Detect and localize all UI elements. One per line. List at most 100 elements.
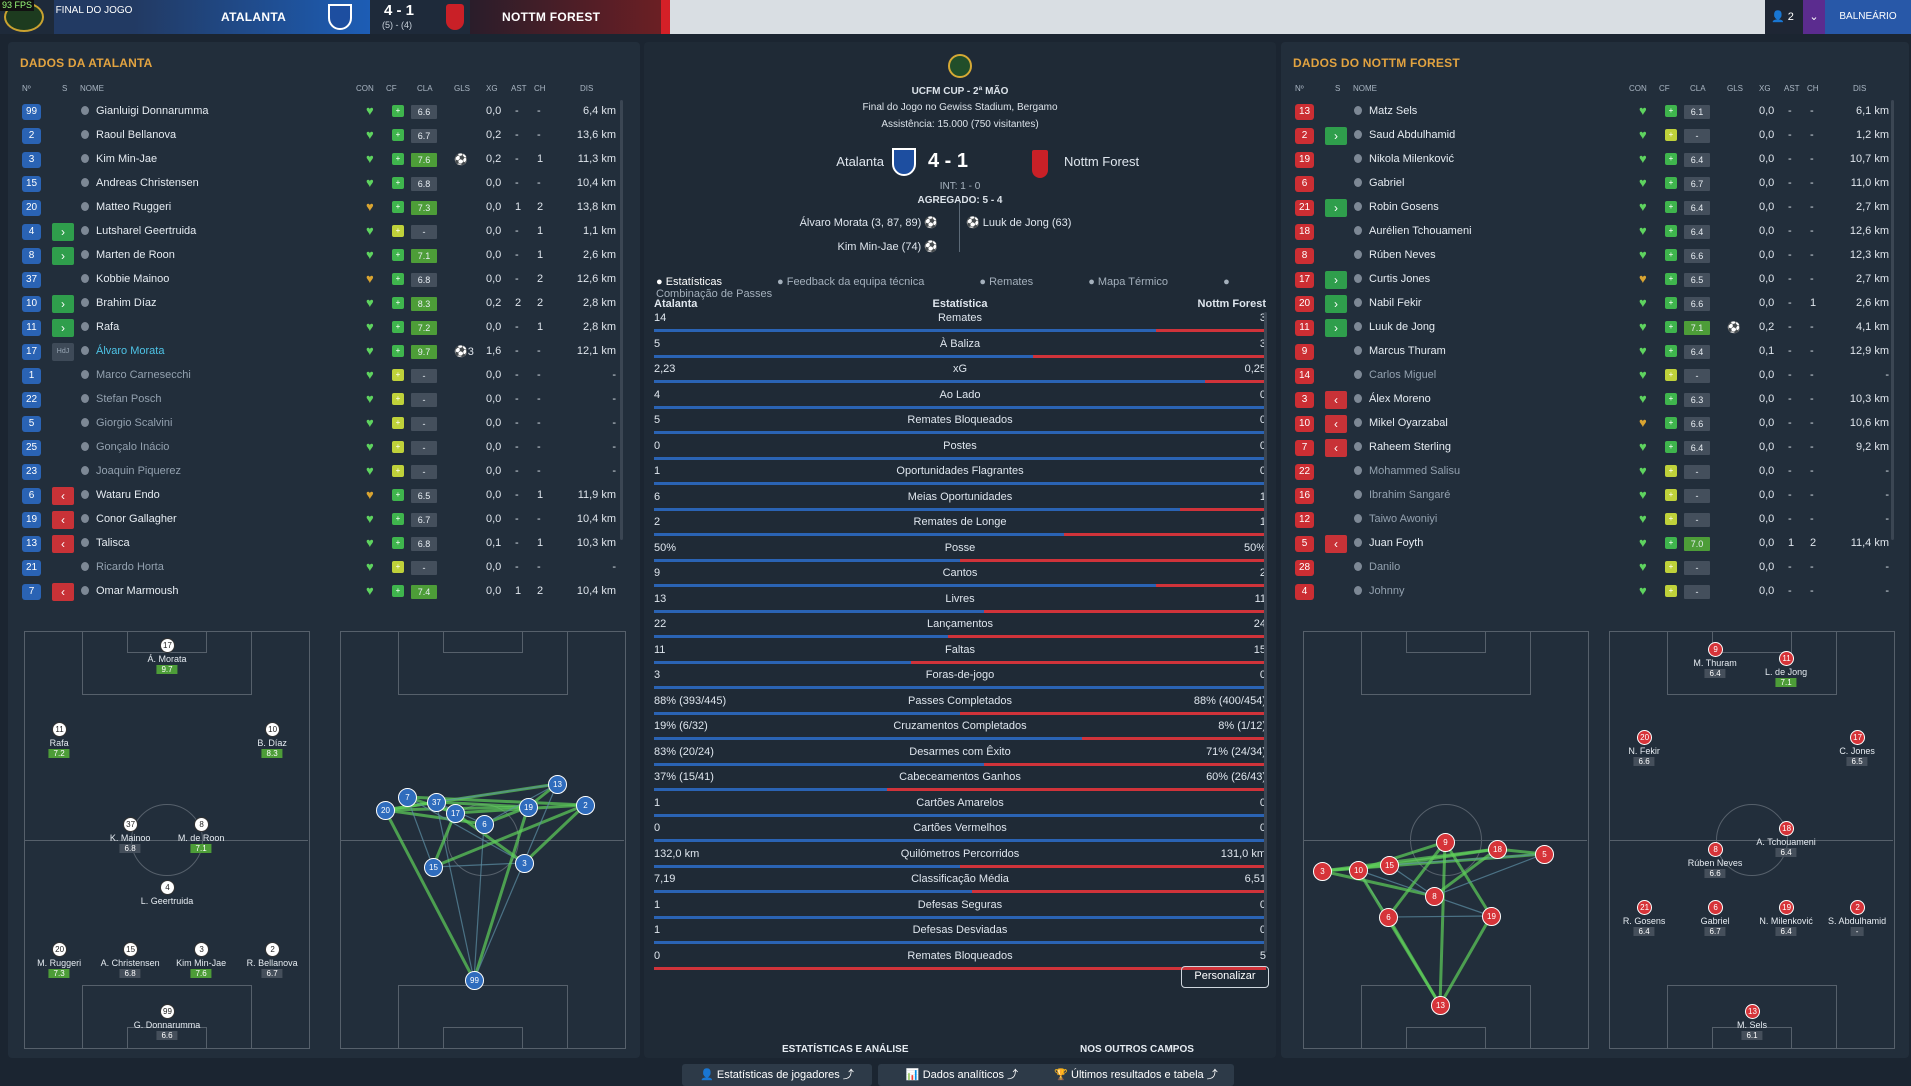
pass-node[interactable]: 17 bbox=[446, 804, 465, 823]
table-row[interactable]: 13 ‹ Talisca ♥ +6.8 0,1 - 1 10,3 km bbox=[8, 532, 640, 556]
player-name[interactable]: Ricardo Horta bbox=[96, 561, 164, 573]
table-row[interactable]: 17 › Curtis Jones ♥ +6.5 0,0 - - 2,7 km bbox=[1281, 268, 1909, 292]
player-name[interactable]: Juan Foyth bbox=[1369, 537, 1424, 549]
pass-node[interactable]: 9 bbox=[1436, 833, 1455, 852]
table-row[interactable]: 17 HdJ Álvaro Morata ♥ +9.7 ⚽3 1,6 - - 12,1 km bbox=[8, 340, 640, 364]
home-team-name[interactable]: ATALANTA bbox=[221, 10, 287, 24]
col-name[interactable]: NOME bbox=[1353, 84, 1377, 93]
player-name[interactable]: Gianluigi Donnarumma bbox=[96, 105, 209, 117]
player-name[interactable]: Nabil Fekir bbox=[1369, 297, 1422, 309]
table-row[interactable]: 5 ‹ Juan Foyth ♥ +7.0 0,0 1 2 11,4 km bbox=[1281, 532, 1909, 556]
col-gls[interactable]: GLS bbox=[1727, 84, 1744, 93]
table-row[interactable]: 6 Gabriel ♥ +6.7 0,0 - - 11,0 km bbox=[1281, 172, 1909, 196]
player-name[interactable]: Lutsharel Geertruida bbox=[96, 225, 197, 237]
pass-node[interactable]: 10 bbox=[1349, 861, 1368, 880]
pass-node[interactable]: 8 bbox=[1425, 887, 1444, 906]
user-count[interactable]: 👤 2 bbox=[1771, 11, 1794, 23]
table-row[interactable]: 19 ‹ Conor Gallagher ♥ +6.7 0,0 - - 10,4 km bbox=[8, 508, 640, 532]
pass-node[interactable]: 3 bbox=[1313, 862, 1332, 881]
col-gls[interactable]: GLS bbox=[454, 84, 471, 93]
table-row[interactable]: 14 Carlos Miguel ♥ + -0,0- - - bbox=[1281, 364, 1909, 388]
pass-node[interactable]: 13 bbox=[548, 775, 567, 794]
player-name[interactable]: Raoul Bellanova bbox=[96, 129, 177, 141]
table-row[interactable]: 22 Stefan Posch ♥ + -0,0- - - bbox=[8, 388, 640, 412]
player-name[interactable]: Raheem Sterling bbox=[1369, 441, 1451, 453]
player-name[interactable]: Kobbie Mainoo bbox=[96, 273, 170, 285]
table-row[interactable]: 20 Matteo Ruggeri ♥ +7.3 0,0 1 2 13,8 km bbox=[8, 196, 640, 220]
table-row[interactable]: 8 › Marten de Roon ♥ +7.1 0,0 - 1 2,6 km bbox=[8, 244, 640, 268]
player-name[interactable]: Kim Min-Jae bbox=[96, 153, 158, 165]
formation-player-chip[interactable]: 20 bbox=[52, 942, 68, 957]
player-name[interactable]: Saud Abdulhamid bbox=[1369, 129, 1456, 141]
player-name[interactable]: Mohammed Salisu bbox=[1369, 465, 1461, 477]
home-list-scrollbar[interactable] bbox=[620, 100, 623, 540]
formation-player-chip[interactable]: 21 bbox=[1637, 900, 1653, 916]
pass-node[interactable]: 19 bbox=[1482, 907, 1501, 926]
formation-player-chip[interactable]: 11 bbox=[1779, 650, 1795, 666]
col-ast[interactable]: AST bbox=[511, 84, 527, 93]
formation-player-chip[interactable]: 17 bbox=[160, 638, 175, 654]
table-row[interactable]: 99 Gianluigi Donnarumma ♥ +6.6 0,0 - - 6,4 km bbox=[8, 100, 640, 124]
formation-player-chip[interactable]: 9 bbox=[1708, 642, 1724, 658]
player-name[interactable]: Matz Sels bbox=[1369, 105, 1418, 117]
formation-player-chip[interactable]: 18 bbox=[1779, 821, 1795, 837]
formation-player-chip[interactable]: 10 bbox=[265, 721, 281, 737]
away-list-scrollbar[interactable] bbox=[1891, 100, 1894, 540]
table-row[interactable]: 8 Rúben Neves ♥ +6.6 0,0 - - 12,3 km bbox=[1281, 244, 1909, 268]
table-row[interactable]: 7 ‹ Raheem Sterling ♥ +6.4 0,0 - - 9,2 km bbox=[1281, 436, 1909, 460]
home-team[interactable]: Atalanta bbox=[836, 154, 884, 169]
player-name[interactable]: Rafa bbox=[96, 321, 120, 333]
balneario-button[interactable]: BALNEÁRIO bbox=[1825, 0, 1911, 34]
table-row[interactable]: 5 Giorgio Scalvini ♥ + -0,0- - - bbox=[8, 412, 640, 436]
player-name[interactable]: Carlos Miguel bbox=[1369, 369, 1437, 381]
table-row[interactable]: 3 ‹ Álex Moreno ♥ +6.3 0,0 - - 10,3 km bbox=[1281, 388, 1909, 412]
table-row[interactable]: 6 ‹ Wataru Endo ♥ +6.5 0,0 - 1 11,9 km bbox=[8, 484, 640, 508]
player-name[interactable]: Johnny bbox=[1369, 585, 1405, 597]
pass-node[interactable]: 20 bbox=[376, 801, 395, 820]
col-xg[interactable]: XG bbox=[486, 84, 498, 93]
player-name[interactable]: Matteo Ruggeri bbox=[96, 201, 172, 213]
table-row[interactable]: 11 › Rafa ♥ +7.2 0,0 - 1 2,8 km bbox=[8, 316, 640, 340]
player-name[interactable]: Danilo bbox=[1369, 561, 1401, 573]
player-name[interactable]: Gonçalo Inácio bbox=[96, 441, 170, 453]
formation-player-chip[interactable]: 8 bbox=[194, 817, 210, 833]
col-xg[interactable]: XG bbox=[1759, 84, 1771, 93]
table-row[interactable]: 23 Joaquin Piquerez ♥ + -0,0- - - bbox=[8, 460, 640, 484]
col-ast[interactable]: AST bbox=[1784, 84, 1800, 93]
table-row[interactable]: 16 Ibrahim Sangaré ♥ + -0,0- - - bbox=[1281, 484, 1909, 508]
player-name[interactable]: Wataru Endo bbox=[96, 489, 160, 501]
col-cf[interactable]: CF bbox=[386, 84, 397, 93]
table-row[interactable]: 11 › Luuk de Jong ♥ +7.1 ⚽ 0,2 - - 4,1 km bbox=[1281, 316, 1909, 340]
player-name[interactable]: Ibrahim Sangaré bbox=[1369, 489, 1451, 501]
pass-node[interactable]: 37 bbox=[427, 793, 446, 812]
pass-node[interactable]: 18 bbox=[1488, 840, 1507, 859]
formation-player-chip[interactable]: 37 bbox=[123, 817, 139, 833]
customize-button[interactable]: Personalizar bbox=[1181, 966, 1269, 988]
col-cf[interactable]: CF bbox=[1659, 84, 1670, 93]
col-sub[interactable]: S bbox=[62, 84, 68, 93]
col-cla[interactable]: CLA bbox=[417, 84, 433, 93]
tab-feedback[interactable]: ● Feedback da equipa técnica bbox=[777, 276, 925, 288]
table-row[interactable]: 28 Danilo ♥ + -0,0- - - bbox=[1281, 556, 1909, 580]
pass-node[interactable]: 13 bbox=[1431, 996, 1450, 1015]
col-con[interactable]: CON bbox=[356, 84, 374, 93]
col-dis[interactable]: DIS bbox=[580, 84, 594, 93]
table-row[interactable]: 3 Kim Min-Jae ♥ +7.6 ⚽ 0,2 - 1 11,3 km bbox=[8, 148, 640, 172]
table-row[interactable]: 21 › Robin Gosens ♥ +6.4 0,0 - - 2,7 km bbox=[1281, 196, 1909, 220]
player-name[interactable]: Omar Marmoush bbox=[96, 585, 179, 597]
table-row[interactable]: 7 ‹ Omar Marmoush ♥ +7.4 0,0 1 2 10,4 km bbox=[8, 580, 640, 604]
table-row[interactable]: 13 Matz Sels ♥ +6.1 0,0 - - 6,1 km bbox=[1281, 100, 1909, 124]
table-row[interactable]: 9 Marcus Thuram ♥ +6.4 0,1 - - 12,9 km bbox=[1281, 340, 1909, 364]
pass-node[interactable]: 99 bbox=[465, 971, 484, 990]
pass-node[interactable]: 6 bbox=[1379, 908, 1398, 927]
player-name[interactable]: Joaquin Piquerez bbox=[96, 465, 182, 477]
player-name[interactable]: Marten de Roon bbox=[96, 249, 175, 261]
player-name[interactable]: Stefan Posch bbox=[96, 393, 162, 405]
formation-player-chip[interactable]: 8 bbox=[1708, 842, 1724, 858]
table-row[interactable]: 12 Taiwo Awoniyi ♥ + -0,0- - - bbox=[1281, 508, 1909, 532]
col-name[interactable]: NOME bbox=[80, 84, 104, 93]
formation-player-chip[interactable]: 19 bbox=[1779, 900, 1795, 916]
player-name[interactable]: Curtis Jones bbox=[1369, 273, 1431, 285]
tab-remates[interactable]: ● Remates bbox=[979, 276, 1034, 288]
player-name[interactable]: Gabriel bbox=[1369, 177, 1405, 189]
